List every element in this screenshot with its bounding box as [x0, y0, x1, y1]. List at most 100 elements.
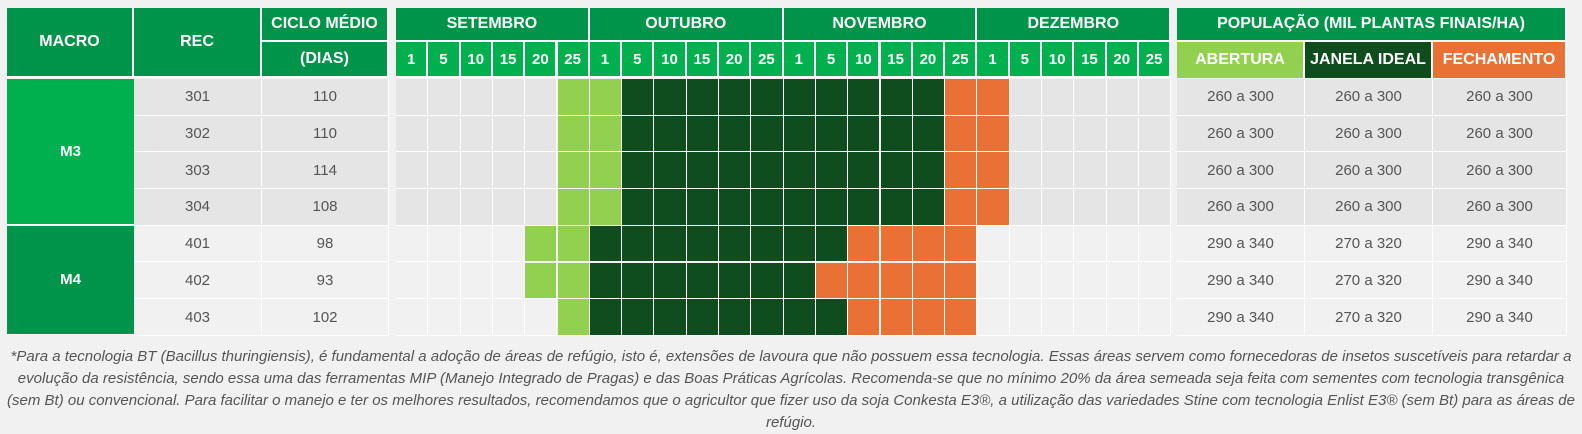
calendar-cell-janela-ideal [783, 79, 816, 116]
calendar-cell-empty [428, 225, 461, 263]
calendar-cell-empty [1009, 152, 1042, 190]
calendar-cell-empty [428, 189, 461, 226]
calendar-cell-empty [1009, 189, 1042, 226]
calendar-cell-empty [492, 152, 526, 190]
calendar-cell-empty [1042, 262, 1075, 300]
calendar-cell-empty [428, 79, 461, 116]
calendar-cell-fechamento [945, 299, 978, 336]
janela-ideal-range: 270 a 320 [1305, 262, 1433, 300]
calendar-cell-fechamento [945, 262, 978, 300]
calendar-cell-janela-ideal [719, 152, 752, 190]
header-day: 15 [686, 42, 719, 78]
calendar-cell-janela-ideal [654, 225, 687, 263]
calendar-cell-empty [492, 115, 526, 153]
calendar-cell-janela-ideal [848, 115, 881, 153]
calendar-cell-empty [1074, 115, 1107, 153]
calendar-cell-janela-ideal [815, 79, 849, 116]
header-day: 25 [557, 42, 590, 78]
calendar-cell-empty [1074, 262, 1107, 300]
calendar-cell-fechamento [912, 225, 946, 263]
calendar-cell-empty [1074, 79, 1107, 116]
calendar-cell-empty [977, 262, 1010, 300]
calendar-cell-empty [460, 189, 493, 226]
calendar-cell-fechamento [977, 115, 1010, 153]
calendar-cell-empty [428, 115, 461, 153]
calendar-cell-janela-ideal [751, 152, 784, 190]
calendar-cell-fechamento [815, 262, 849, 300]
calendar-cell-janela-ideal [751, 115, 784, 153]
calendar-cell-empty [396, 262, 429, 300]
rec-value: 304 [134, 189, 262, 226]
calendar-cell-fechamento [977, 79, 1010, 116]
janela-ideal-range: 260 a 300 [1305, 79, 1433, 116]
calendar-cell-janela-ideal [719, 189, 752, 226]
calendar-cell-janela-ideal [815, 189, 849, 226]
header-day: 5 [1009, 42, 1042, 78]
header-day: 10 [1042, 42, 1075, 78]
calendar-cell-empty [396, 225, 429, 263]
janela-ideal-range: 270 a 320 [1305, 299, 1433, 336]
header-day: 1 [977, 42, 1010, 78]
header-day: 5 [815, 42, 849, 78]
calendar-cell-empty [1042, 152, 1075, 190]
calendar-cell-empty [492, 299, 526, 336]
calendar-cell-empty [1009, 299, 1042, 336]
calendar-cell-empty [1106, 79, 1139, 116]
fechamento-range: 290 a 340 [1433, 262, 1567, 300]
calendar-cell-janela-ideal [912, 115, 946, 153]
header-month-outubro: OUTUBRO [589, 8, 784, 42]
header-day: 15 [880, 42, 913, 78]
calendar-cell-janela-ideal [686, 152, 719, 190]
calendar-cell-janela-ideal [751, 262, 784, 300]
calendar-cell-empty [396, 152, 429, 190]
calendar-cell-abertura [557, 189, 590, 226]
calendar-cell-janela-ideal [783, 152, 816, 190]
calendar-cell-janela-ideal [815, 115, 849, 153]
rec-value: 403 [134, 299, 262, 336]
calendar-cell-janela-ideal [589, 262, 623, 300]
calendar-cell-janela-ideal [686, 79, 719, 116]
calendar-cell-janela-ideal [719, 262, 752, 300]
calendar-cell-abertura [589, 79, 623, 116]
header-day: 15 [1074, 42, 1107, 78]
abertura-range: 290 a 340 [1177, 262, 1305, 300]
janela-ideal-range: 270 a 320 [1305, 225, 1433, 263]
ciclo-value: 114 [262, 152, 389, 190]
header-day: 5 [428, 42, 461, 78]
calendar-cell-janela-ideal [783, 299, 816, 336]
calendar-cell-janela-ideal [654, 79, 687, 116]
calendar-cell-janela-ideal [686, 225, 719, 263]
calendar-cell-janela-ideal [880, 115, 913, 153]
calendar-cell-janela-ideal [654, 299, 687, 336]
calendar-cell-empty [1106, 115, 1139, 153]
calendar-cell-empty [1074, 189, 1107, 226]
calendar-cell-fechamento [848, 225, 881, 263]
rec-value: 301 [134, 79, 262, 116]
calendar-cell-abertura [589, 152, 623, 190]
calendar-cell-empty [492, 262, 526, 300]
calendar-cell-fechamento [945, 79, 978, 116]
calendar-cell-janela-ideal [719, 225, 752, 263]
calendar-cell-janela-ideal [783, 262, 816, 300]
rec-value: 402 [134, 262, 262, 300]
calendar-cell-abertura [557, 115, 590, 153]
header-day: 1 [783, 42, 816, 78]
fechamento-range: 260 a 300 [1433, 79, 1567, 116]
calendar-cell-empty [1074, 299, 1107, 336]
calendar-cell-janela-ideal [654, 262, 687, 300]
header-day: 25 [1138, 42, 1172, 78]
calendar-cell-janela-ideal [751, 189, 784, 226]
macro-m4: M4 [7, 225, 134, 335]
calendar-cell-fechamento [848, 299, 881, 336]
calendar-cell-janela-ideal [686, 262, 719, 300]
calendar-cell-empty [1138, 79, 1172, 116]
calendar-cell-empty [1106, 152, 1139, 190]
calendar-cell-janela-ideal [654, 152, 687, 190]
ciclo-value: 98 [262, 225, 389, 263]
calendar-cell-empty [1138, 152, 1172, 190]
calendar-cell-janela-ideal [848, 152, 881, 190]
calendar-cell-empty [1138, 189, 1172, 226]
calendar-cell-empty [1009, 79, 1042, 116]
calendar-cell-janela-ideal [654, 189, 687, 226]
fechamento-range: 290 a 340 [1433, 299, 1567, 336]
